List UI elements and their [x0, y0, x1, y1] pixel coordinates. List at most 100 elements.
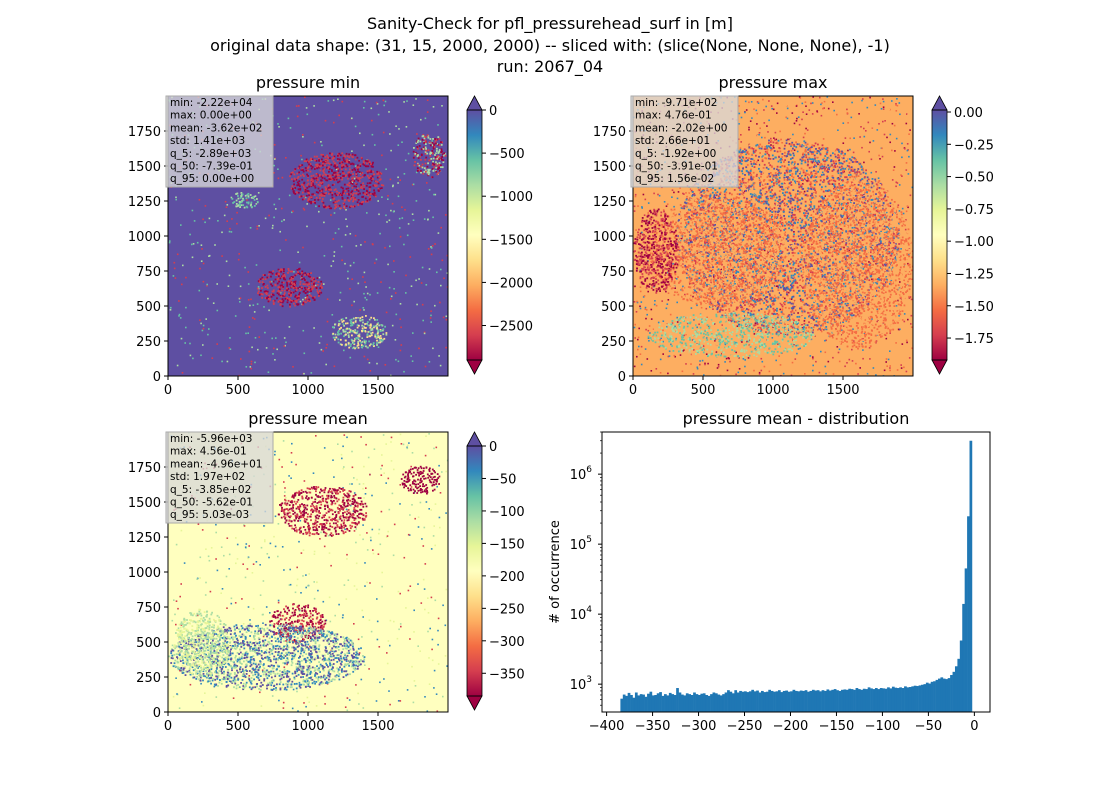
histogram-bar [776, 691, 779, 712]
histogram-bar [863, 689, 866, 712]
histogram-bar [749, 691, 752, 712]
histogram-bar [688, 694, 691, 712]
x-tick-label: 1500 [361, 383, 394, 398]
histogram-bar [960, 641, 963, 712]
histogram-bar [936, 680, 939, 712]
histogram-bar [647, 694, 650, 712]
y-tick-label: 750 [601, 265, 626, 280]
histogram-bar [761, 691, 764, 712]
y-tick-label: 750 [136, 265, 161, 280]
x-tick-label: −250 [727, 719, 763, 734]
histogram-bar [633, 698, 636, 712]
x-tick-label: −50 [915, 719, 942, 734]
panel-title: pressure max [718, 73, 827, 92]
histogram-bar [674, 695, 677, 712]
histogram-bar [623, 695, 626, 712]
y-tick-label: 106 [570, 465, 593, 483]
histogram-bar [802, 691, 805, 712]
histogram-bar [691, 695, 694, 712]
stats-line: q_5: -3.85e+02 [170, 484, 251, 496]
y-tick-label: 750 [136, 601, 161, 616]
histogram-bar [686, 693, 689, 712]
histogram-bar [790, 691, 793, 712]
colorbar-tick-label: 0.00 [954, 106, 983, 121]
colorbar: 0−50−100−150−200−250−300−350 [467, 432, 525, 710]
histogram-bar [734, 690, 737, 712]
histogram-bar [797, 691, 800, 712]
colorbar: 0−500−1000−1500−2000−2500 [467, 96, 533, 374]
colorbar-tick-label: −2500 [489, 320, 533, 335]
colorbar-extend-min [467, 360, 482, 374]
colorbar-tick-label: −100 [489, 505, 525, 520]
colorbar-tick-label: −1.25 [954, 267, 994, 282]
histogram-bar [865, 689, 868, 712]
histogram-bar [708, 696, 711, 712]
y-tick-label: 1250 [128, 531, 161, 546]
x-tick-label: 1000 [756, 383, 789, 398]
panel-title: pressure min [256, 73, 360, 92]
histogram-bar [892, 687, 895, 712]
histogram-bar [785, 691, 788, 712]
histogram-bar [763, 692, 766, 712]
stats-line: q_95: 5.03e-03 [170, 509, 249, 521]
colorbar: 0.00−0.25−0.50−0.75−1.00−1.25−1.50−1.75 [932, 96, 994, 374]
histogram-bar [822, 690, 825, 712]
colorbar-tick-label: −50 [489, 472, 516, 487]
histogram-bar [819, 691, 822, 712]
histogram-bar [696, 694, 699, 712]
figure-title: Sanity-Check for pfl_pressurehead_surf i… [210, 14, 890, 77]
histogram-bar [928, 684, 931, 712]
distribution-histogram: pressure mean - distribution−400−350−300… [548, 409, 990, 734]
histogram-bar [705, 695, 708, 712]
y-tick-label: 250 [136, 671, 161, 686]
histogram-bar [746, 692, 749, 712]
histogram-bar [810, 691, 813, 712]
colorbar-tick-label: −1000 [489, 190, 533, 205]
colorbar-extend-max [467, 432, 482, 446]
histogram-bar [885, 689, 888, 712]
histogram-bar [899, 687, 902, 712]
histogram-bar [870, 688, 873, 712]
colorbar-extend-max [467, 96, 482, 110]
stats-line: q_50: -7.39e-01 [170, 161, 253, 173]
stats-line: min: -5.96e+03 [170, 433, 252, 445]
histogram-bar [829, 691, 832, 712]
histogram-bar [955, 666, 958, 712]
histogram-bar [671, 694, 674, 712]
histogram-bar [860, 690, 863, 712]
histogram-bar [778, 690, 781, 712]
y-tick-label: 1250 [593, 195, 626, 210]
x-tick-label: −350 [635, 719, 671, 734]
histogram-bar [698, 695, 701, 712]
histogram-bar [807, 692, 810, 712]
histogram-bar [703, 693, 706, 712]
histogram-bar [788, 692, 791, 712]
histogram-bar [909, 687, 912, 712]
y-tick-label: 500 [136, 636, 161, 651]
stats-line: min: -9.71e+02 [635, 97, 717, 109]
colorbar-tick-label: −1.00 [954, 235, 994, 250]
histogram-bar [943, 679, 946, 712]
colorbar-tick-label: 0 [489, 104, 497, 119]
chart-title: pressure mean - distribution [683, 409, 910, 428]
histogram-bar [793, 690, 796, 712]
histogram-bar [938, 679, 941, 712]
histogram-bars [620, 441, 972, 712]
histogram-bar [843, 689, 846, 712]
histogram-bar [635, 692, 638, 712]
histogram-bar [725, 692, 728, 712]
histogram-bar [906, 687, 909, 712]
histogram-bar [848, 689, 851, 712]
stats-line: q_95: 1.56e-02 [635, 173, 714, 185]
histogram-bar [649, 692, 652, 712]
histogram-bar [630, 695, 633, 712]
x-tick-label: −150 [819, 719, 855, 734]
y-tick-label: 500 [136, 300, 161, 315]
